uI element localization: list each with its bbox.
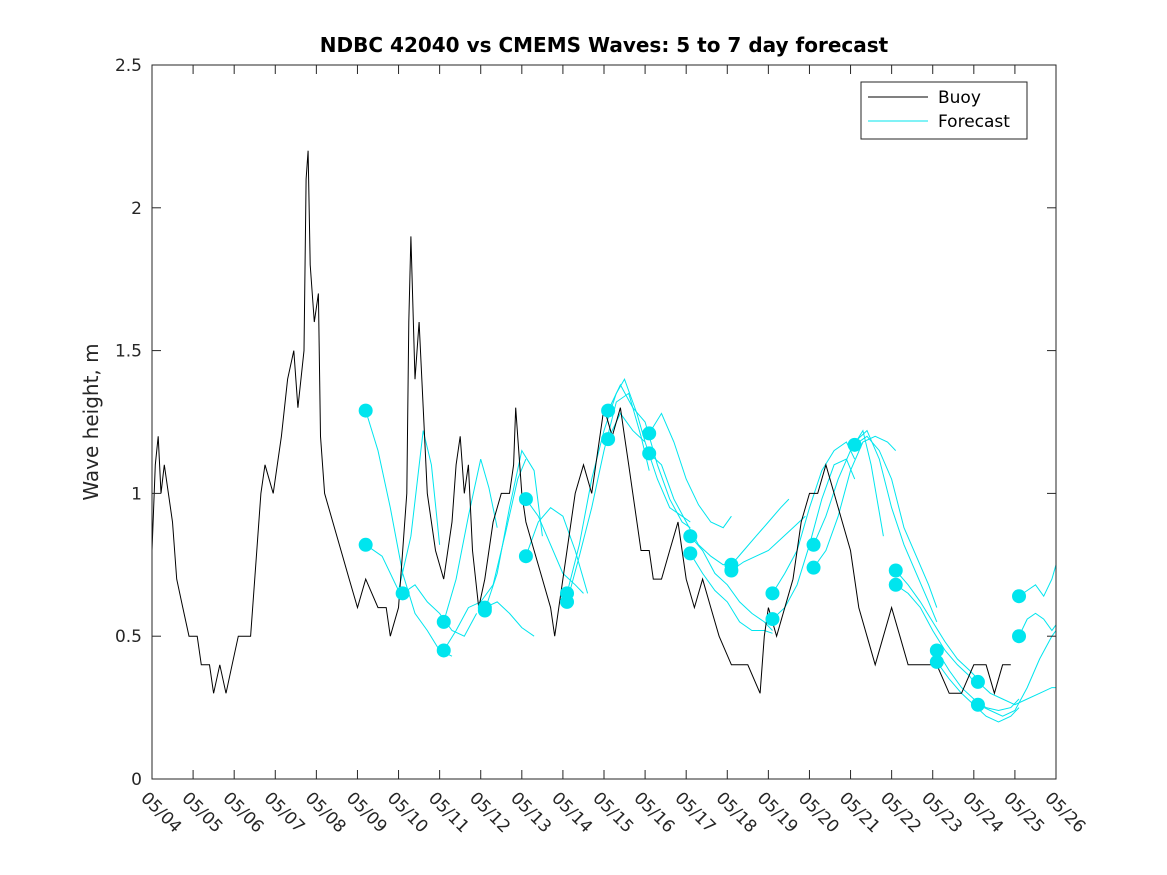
x-tick-label-0: 05/04 (136, 788, 185, 837)
forecast-start-marker-14 (642, 446, 657, 461)
y-tick-label-3: 1.5 (115, 342, 142, 362)
legend: Buoy Forecast (860, 81, 1028, 140)
forecast-start-marker-30 (1012, 589, 1027, 604)
forecast-start-marker-6 (477, 603, 492, 618)
y-tick-label-5: 2.5 (115, 56, 142, 76)
y-axis-label: Wave height, m (79, 343, 103, 500)
forecast-run-line-15 (689, 535, 773, 631)
forecast-start-marker-25 (888, 577, 903, 592)
forecast-run-line-1 (365, 430, 441, 593)
forecast-run-line-19 (772, 441, 856, 594)
y-tick-label-1: 0.5 (115, 627, 142, 647)
x-tick-label-21: 05/25 (999, 788, 1048, 837)
forecast-run-line-29 (977, 681, 1056, 706)
x-tick-label-20: 05/24 (958, 788, 1007, 837)
axes: 00.511.522.505/0405/0505/0605/0705/0805/… (115, 56, 1089, 837)
x-tick-label-3: 05/07 (260, 788, 309, 837)
forecast-start-marker-18 (724, 563, 739, 578)
x-tick-label-5: 05/09 (342, 788, 391, 837)
forecast-run-line-26 (895, 584, 979, 688)
buoy-line (151, 150, 1011, 696)
x-tick-label-2: 05/06 (219, 788, 268, 837)
x-tick-label-16: 05/20 (794, 788, 843, 837)
forecast-start-marker-12 (601, 432, 616, 447)
forecast-start-marker-2 (395, 586, 410, 601)
x-tick-label-9: 05/13 (506, 788, 555, 837)
x-tick-label-13: 05/17 (671, 788, 720, 837)
forecast-start-marker-28 (970, 674, 985, 689)
forecast-start-marker-26 (929, 643, 944, 658)
forecast-run-line-17 (731, 498, 790, 566)
x-tick-label-22: 05/26 (1040, 788, 1089, 837)
forecast-start-marker-8 (518, 549, 533, 564)
forecast-start-marker-15 (683, 529, 698, 544)
forecast-run-line-20 (772, 458, 856, 620)
forecast-start-marker-11 (601, 403, 616, 418)
x-tick-label-4: 05/08 (301, 788, 350, 837)
forecast-start-marker-24 (888, 563, 903, 578)
forecast-start-marker-1 (358, 537, 373, 552)
axes-box (151, 64, 1057, 780)
forecast-run-line-11 (607, 383, 691, 529)
forecast-start-marker-20 (765, 612, 780, 627)
forecast-run-line-23 (854, 435, 938, 608)
x-tick-label-10: 05/14 (547, 788, 596, 837)
forecast-start-marker-10 (560, 594, 575, 609)
x-tick-label-8: 05/12 (465, 788, 514, 837)
forecast-start-marker-16 (683, 546, 698, 561)
forecast-start-marker-13 (642, 426, 657, 441)
x-tick-label-18: 05/22 (876, 788, 925, 837)
forecast-start-marker-29 (970, 697, 985, 712)
legend-label-buoy: Buoy (938, 88, 981, 108)
forecast-run-line-32 (1018, 612, 1057, 637)
x-tick-label-6: 05/10 (383, 788, 432, 837)
forecast-run-line-10 (566, 392, 650, 603)
forecast-run-line-16 (689, 553, 773, 634)
y-tick-label-2: 1 (131, 484, 142, 504)
x-tick-label-1: 05/05 (178, 788, 227, 837)
plot-area (151, 150, 1057, 723)
forecast-start-marker-22 (806, 560, 821, 575)
forecast-start-marker-23 (847, 437, 862, 452)
forecast-run-line-22 (813, 435, 897, 568)
forecast-run-line-25 (895, 570, 979, 680)
forecast-run-line-24 (854, 429, 938, 623)
forecast-run-line-5 (484, 601, 535, 637)
x-tick-label-12: 05/16 (630, 788, 679, 837)
forecast-start-marker-3 (436, 614, 451, 629)
chart-title: NDBC 42040 vs CMEMS Waves: 5 to 7 day fo… (320, 33, 889, 57)
x-tick-label-11: 05/15 (588, 788, 637, 837)
forecast-start-marker-21 (806, 537, 821, 552)
x-tick-label-17: 05/21 (835, 788, 884, 837)
forecast-start-marker-27 (929, 654, 944, 669)
forecast-start-marker-4 (436, 643, 451, 658)
forecast-start-marker-19 (765, 586, 780, 601)
legend-label-forecast: Forecast (938, 112, 1010, 132)
x-tick-label-14: 05/18 (712, 788, 761, 837)
y-tick-label-4: 2 (131, 199, 142, 219)
forecast-run-line-31 (1018, 564, 1057, 598)
x-tick-label-15: 05/19 (753, 788, 802, 837)
forecast-start-marker-7 (518, 492, 533, 507)
x-tick-label-19: 05/23 (917, 788, 966, 837)
forecast-run-line-6 (484, 449, 543, 611)
forecast-run-line-4 (443, 458, 527, 651)
forecast-run-line-12 (607, 412, 691, 523)
forecast-start-marker-0 (358, 403, 373, 418)
forecast-run-line-13 (648, 412, 732, 529)
forecast-start-marker-31 (1012, 629, 1027, 644)
y-tick-label-0: 0 (131, 770, 142, 790)
forecast-run-line-8 (525, 507, 589, 594)
forecast-run-line-30 (977, 630, 1057, 717)
forecast-run-line-2 (402, 584, 478, 637)
forecast-run-line-18 (731, 515, 806, 571)
forecast-run-line-7 (525, 498, 584, 594)
forecast-run-line-3 (443, 458, 498, 623)
x-tick-label-7: 05/11 (424, 788, 473, 837)
legend-box (860, 81, 1028, 140)
forecast-run-line-21 (813, 429, 884, 545)
